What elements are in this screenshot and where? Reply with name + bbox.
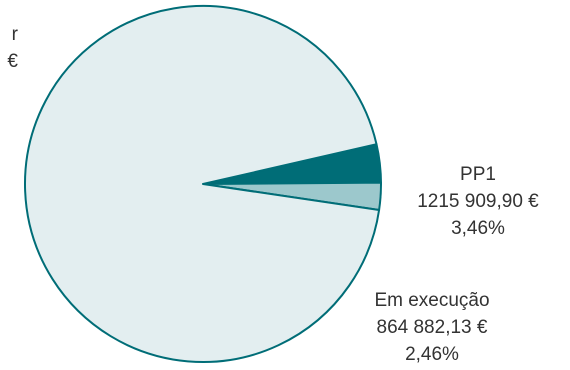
label-remaining-line: €: [7, 51, 18, 72]
label-remaining: r €: [7, 24, 18, 72]
label-em-execucao: Em execução 864 882,13 € 2,46%: [374, 290, 489, 365]
label-pp1: PP1 1215 909,90 € 3,46%: [417, 164, 539, 239]
label-pp1-line: PP1: [460, 164, 496, 185]
label-pp1-line: 3,46%: [451, 218, 505, 239]
label-remaining-line: r: [12, 24, 19, 45]
label-em-execucao-line: Em execução: [374, 290, 489, 311]
slice-remaining: [24, 5, 381, 363]
label-em-execucao-line: 864 882,13 €: [377, 317, 488, 338]
label-em-execucao-line: 2,46%: [405, 344, 459, 365]
label-pp1-line: 1215 909,90 €: [417, 191, 539, 212]
